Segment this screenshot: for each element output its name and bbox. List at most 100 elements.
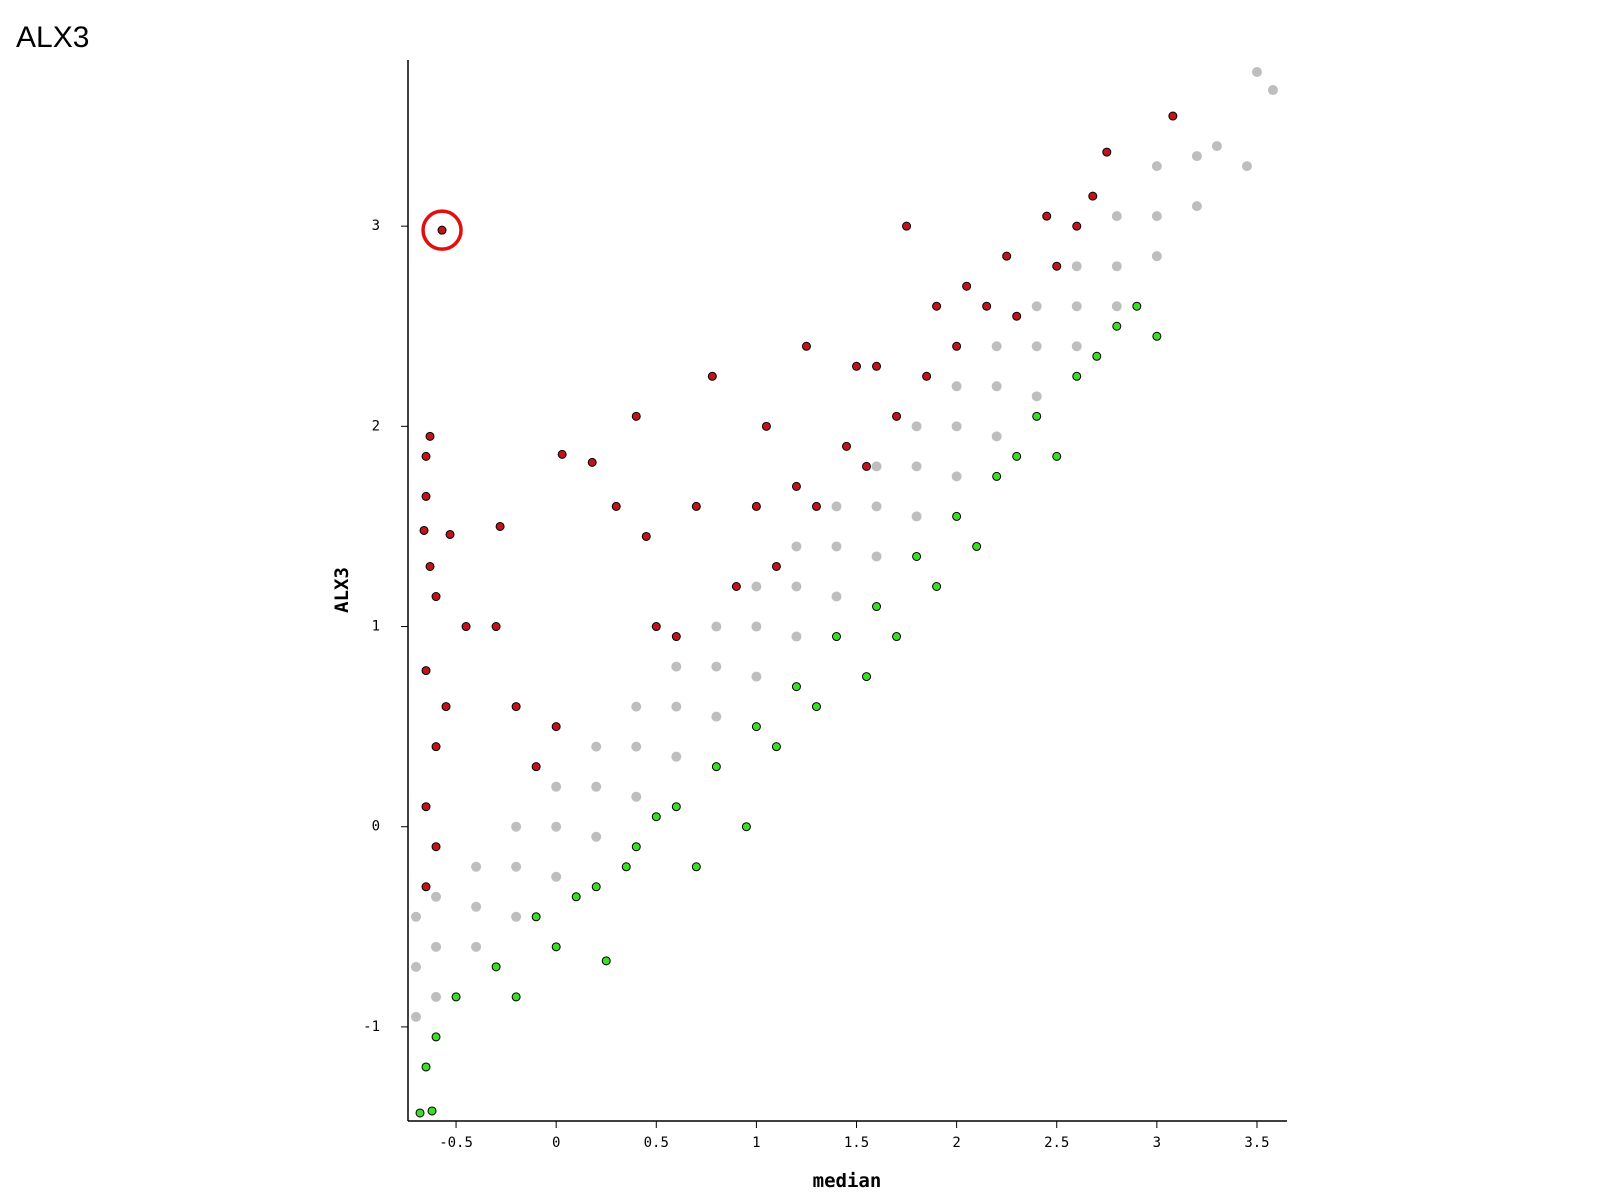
point	[631, 411, 641, 421]
point	[751, 671, 762, 682]
point	[932, 301, 942, 311]
point	[1071, 301, 1082, 312]
x-tick-label: 3.5	[1244, 1135, 1269, 1151]
point	[1031, 341, 1042, 352]
point	[471, 861, 482, 872]
point	[411, 961, 422, 972]
point	[911, 511, 922, 522]
point	[951, 421, 962, 432]
point	[427, 1106, 437, 1116]
point	[991, 381, 1002, 392]
point	[1132, 301, 1142, 311]
point	[831, 632, 841, 642]
x-tick-label: 1	[752, 1135, 760, 1151]
point	[902, 221, 912, 231]
point	[761, 421, 771, 431]
point	[911, 421, 922, 432]
point	[421, 882, 431, 892]
point	[631, 741, 642, 752]
point	[1072, 371, 1082, 381]
point	[1092, 351, 1102, 361]
point	[591, 831, 602, 842]
point	[951, 381, 962, 392]
point	[982, 301, 992, 311]
point	[431, 891, 442, 902]
point	[751, 722, 761, 732]
point	[1031, 301, 1042, 312]
point	[852, 361, 862, 371]
point	[491, 622, 501, 632]
point	[711, 621, 722, 632]
point	[511, 861, 522, 872]
point	[415, 1108, 425, 1118]
point	[1191, 151, 1202, 162]
point	[551, 781, 562, 792]
point	[1052, 261, 1062, 271]
point	[1152, 331, 1162, 341]
point	[641, 531, 651, 541]
y-tick-label: 1	[372, 619, 380, 635]
point	[751, 621, 762, 632]
point	[1151, 211, 1162, 222]
point	[1111, 301, 1122, 312]
point	[431, 742, 441, 752]
point	[411, 911, 422, 922]
point	[631, 701, 642, 712]
point	[671, 632, 681, 642]
point	[1102, 147, 1112, 157]
point	[841, 441, 851, 451]
chart-title: ALX3	[16, 21, 89, 54]
point	[671, 661, 682, 672]
point	[711, 661, 722, 672]
x-tick-label: 1.5	[844, 1135, 869, 1151]
y-tick-label: 2	[372, 418, 380, 434]
point	[952, 341, 962, 351]
x-tick-label: -0.5	[439, 1135, 473, 1151]
point	[871, 501, 882, 512]
point	[801, 341, 811, 351]
x-axis-label: median	[813, 1170, 882, 1192]
point	[651, 622, 661, 632]
point	[831, 501, 842, 512]
point	[671, 802, 681, 812]
point	[791, 541, 802, 552]
point	[431, 991, 442, 1002]
point	[587, 457, 597, 467]
point	[631, 842, 641, 852]
point	[791, 631, 802, 642]
point	[707, 371, 717, 381]
point	[952, 511, 962, 521]
point	[1012, 451, 1022, 461]
point	[611, 501, 621, 511]
point	[751, 581, 762, 592]
point	[741, 822, 751, 832]
point	[991, 341, 1002, 352]
point	[1111, 211, 1122, 222]
point	[791, 581, 802, 592]
point	[1251, 67, 1262, 78]
point	[932, 581, 942, 591]
point	[431, 592, 441, 602]
point	[872, 602, 882, 612]
point	[511, 821, 522, 832]
point	[912, 551, 922, 561]
point	[691, 501, 701, 511]
point	[445, 529, 455, 539]
point	[431, 842, 441, 852]
x-tick-label: 3	[1153, 1135, 1161, 1151]
point	[531, 762, 541, 772]
point	[571, 892, 581, 902]
point	[1012, 311, 1022, 321]
point	[972, 541, 982, 551]
point	[892, 632, 902, 642]
point	[1151, 161, 1162, 172]
point	[471, 901, 482, 912]
y-tick-label: 0	[372, 819, 380, 835]
point	[862, 672, 872, 682]
point	[991, 431, 1002, 442]
point	[1042, 211, 1052, 221]
point	[1168, 111, 1178, 121]
point	[1151, 251, 1162, 262]
point	[951, 471, 962, 482]
